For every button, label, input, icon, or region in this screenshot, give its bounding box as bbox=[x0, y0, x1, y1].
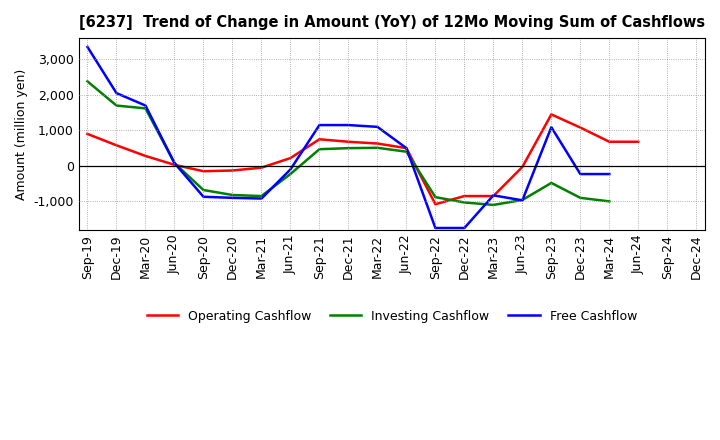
Free Cashflow bbox=[605, 172, 613, 177]
Free Cashflow bbox=[460, 225, 469, 231]
Legend: Operating Cashflow, Investing Cashflow, Free Cashflow: Operating Cashflow, Investing Cashflow, … bbox=[142, 305, 642, 328]
Investing Cashflow bbox=[84, 79, 92, 84]
Free Cashflow bbox=[576, 172, 585, 177]
Operating Cashflow bbox=[170, 162, 179, 168]
Investing Cashflow bbox=[489, 202, 498, 208]
Title: [6237]  Trend of Change in Amount (YoY) of 12Mo Moving Sum of Cashflows: [6237] Trend of Change in Amount (YoY) o… bbox=[78, 15, 705, 30]
Operating Cashflow bbox=[605, 139, 613, 144]
Free Cashflow bbox=[344, 122, 353, 128]
Free Cashflow bbox=[489, 193, 498, 198]
Operating Cashflow bbox=[84, 131, 92, 136]
Operating Cashflow bbox=[286, 155, 294, 161]
Investing Cashflow bbox=[170, 161, 179, 166]
Free Cashflow bbox=[228, 195, 237, 201]
Operating Cashflow bbox=[460, 194, 469, 199]
Investing Cashflow bbox=[286, 172, 294, 177]
Operating Cashflow bbox=[402, 146, 410, 151]
Investing Cashflow bbox=[402, 149, 410, 154]
Investing Cashflow bbox=[257, 194, 266, 199]
Free Cashflow bbox=[518, 198, 526, 203]
Operating Cashflow bbox=[141, 153, 150, 158]
Operating Cashflow bbox=[431, 202, 440, 207]
Free Cashflow bbox=[112, 91, 121, 96]
Operating Cashflow bbox=[199, 169, 208, 174]
Investing Cashflow bbox=[431, 194, 440, 200]
Investing Cashflow bbox=[576, 195, 585, 201]
Investing Cashflow bbox=[547, 180, 556, 186]
Investing Cashflow bbox=[605, 199, 613, 204]
Free Cashflow bbox=[286, 167, 294, 172]
Free Cashflow bbox=[315, 122, 324, 128]
Free Cashflow bbox=[547, 125, 556, 130]
Investing Cashflow bbox=[344, 146, 353, 151]
Investing Cashflow bbox=[373, 145, 382, 150]
Line: Investing Cashflow: Investing Cashflow bbox=[88, 81, 609, 205]
Operating Cashflow bbox=[315, 137, 324, 142]
Operating Cashflow bbox=[547, 112, 556, 117]
Free Cashflow bbox=[402, 146, 410, 151]
Operating Cashflow bbox=[257, 165, 266, 170]
Operating Cashflow bbox=[634, 139, 643, 144]
Free Cashflow bbox=[199, 194, 208, 199]
Free Cashflow bbox=[431, 225, 440, 231]
Investing Cashflow bbox=[199, 187, 208, 193]
Free Cashflow bbox=[373, 124, 382, 129]
Free Cashflow bbox=[141, 103, 150, 108]
Investing Cashflow bbox=[518, 197, 526, 202]
Free Cashflow bbox=[84, 44, 92, 50]
Investing Cashflow bbox=[460, 200, 469, 205]
Operating Cashflow bbox=[518, 164, 526, 169]
Investing Cashflow bbox=[112, 103, 121, 108]
Line: Operating Cashflow: Operating Cashflow bbox=[88, 114, 639, 204]
Operating Cashflow bbox=[576, 125, 585, 130]
Operating Cashflow bbox=[112, 143, 121, 148]
Y-axis label: Amount (million yen): Amount (million yen) bbox=[15, 68, 28, 200]
Operating Cashflow bbox=[228, 168, 237, 173]
Investing Cashflow bbox=[228, 192, 237, 198]
Investing Cashflow bbox=[141, 106, 150, 111]
Operating Cashflow bbox=[373, 141, 382, 146]
Free Cashflow bbox=[170, 161, 179, 166]
Investing Cashflow bbox=[315, 147, 324, 152]
Operating Cashflow bbox=[489, 194, 498, 199]
Free Cashflow bbox=[257, 196, 266, 201]
Line: Free Cashflow: Free Cashflow bbox=[88, 47, 609, 228]
Operating Cashflow bbox=[344, 139, 353, 144]
